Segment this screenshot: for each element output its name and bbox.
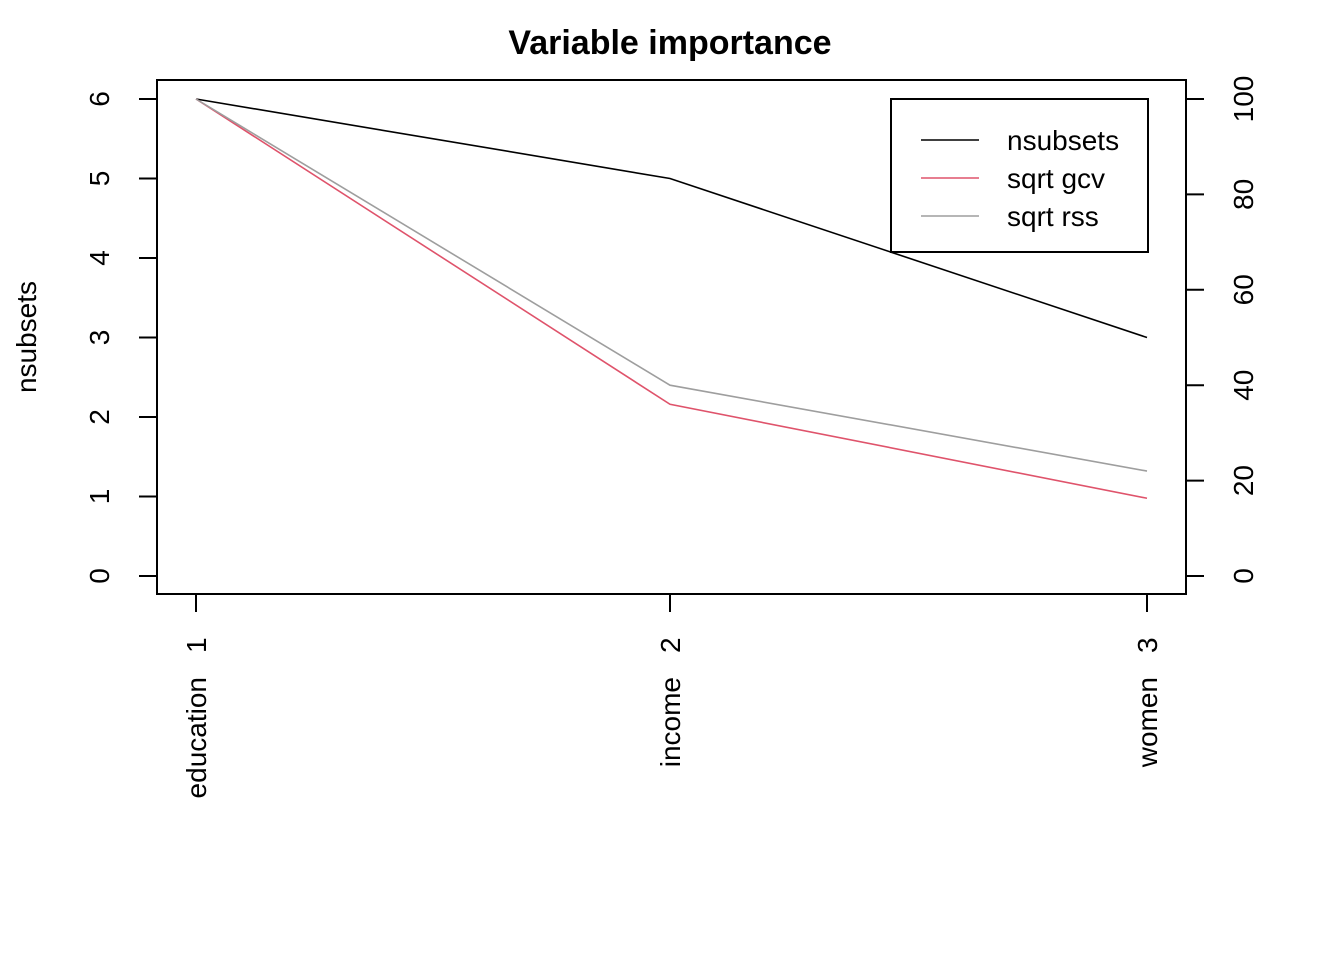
left-tick-label: 4: [84, 250, 115, 266]
x-axis: 1 education 2 income 3 women: [181, 593, 1163, 798]
left-tick-label: 2: [84, 409, 115, 425]
x-tick-label: 2: [655, 637, 686, 653]
series-line-nsubsets: [195, 98, 1148, 339]
chart-title: Variable importance: [508, 24, 831, 62]
legend-box: [890, 98, 1149, 253]
left-tick-label: 5: [84, 171, 115, 187]
y-axis-label: nsubsets: [11, 281, 42, 393]
left-y-axis: 0 1 2 3 4 5 6: [84, 91, 158, 584]
left-tick-label: 0: [84, 568, 115, 584]
right-tick-label: 0: [1228, 568, 1259, 584]
left-tick-label: 1: [84, 489, 115, 505]
series-line-sqrt-rss: [195, 98, 1148, 472]
right-tick-label: 40: [1228, 370, 1259, 401]
right-tick-label: 100: [1228, 76, 1259, 123]
legend: nsubsets sqrt gcv sqrt rss: [890, 98, 1149, 253]
x-category-label: education: [181, 677, 212, 798]
right-tick-label: 20: [1228, 465, 1259, 496]
series-line-sqrt-gcv: [195, 98, 1148, 500]
legend-label: sqrt rss: [1007, 201, 1099, 232]
right-tick-label: 60: [1228, 274, 1259, 305]
series-lines: [195, 98, 1148, 500]
right-y-axis: 0 20 40 60 80 100: [1185, 76, 1259, 584]
legend-label: sqrt gcv: [1007, 163, 1105, 194]
x-category-label: income: [655, 677, 686, 767]
x-tick-label: 1: [181, 637, 212, 653]
left-tick-label: 3: [84, 330, 115, 346]
left-tick-label: 6: [84, 91, 115, 107]
legend-label: nsubsets: [1007, 125, 1119, 156]
x-category-label: women: [1132, 677, 1163, 768]
right-tick-label: 80: [1228, 179, 1259, 210]
x-tick-label: 3: [1132, 637, 1163, 653]
